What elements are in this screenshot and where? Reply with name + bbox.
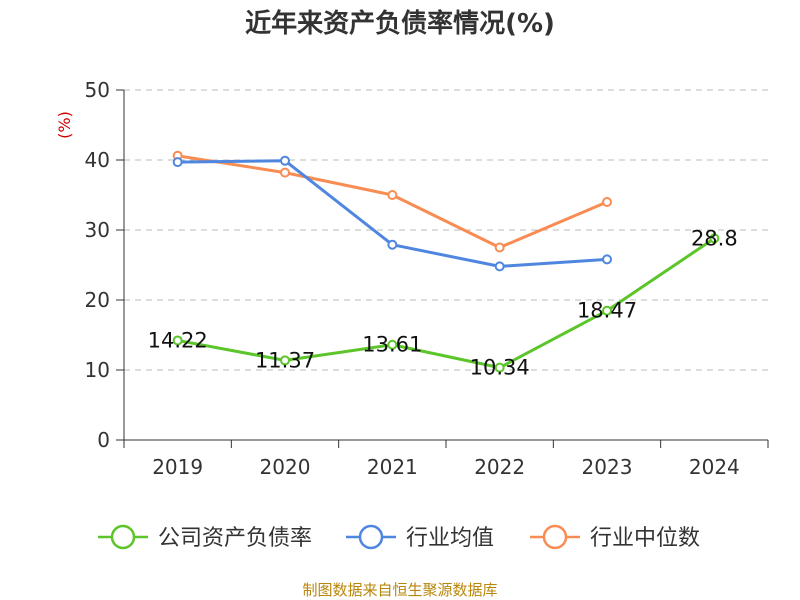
data-label: 11.37 bbox=[255, 348, 315, 372]
data-label: 14.22 bbox=[148, 328, 208, 352]
legend-marker bbox=[358, 524, 384, 550]
data-point[interactable] bbox=[602, 305, 612, 316]
data-point[interactable] bbox=[387, 190, 398, 200]
data-point[interactable] bbox=[602, 254, 612, 265]
series-line-0 bbox=[177, 237, 716, 370]
x-tick-label: 2020 bbox=[260, 455, 311, 479]
x-tick-label: 2021 bbox=[367, 455, 418, 479]
y-tick-label: 50 bbox=[85, 78, 110, 102]
data-point[interactable] bbox=[172, 335, 183, 346]
data-point[interactable] bbox=[494, 362, 505, 373]
legend-item-0[interactable]: 公司资产负债率 bbox=[98, 524, 312, 551]
legend-marker bbox=[542, 524, 568, 550]
legend-marker bbox=[110, 524, 136, 550]
legend[interactable]: 公司资产负债率 行业均值 行业中位数 bbox=[98, 524, 700, 551]
data-point[interactable] bbox=[387, 339, 398, 350]
legend-item-1[interactable]: 行业均值 bbox=[346, 524, 494, 551]
y-axis-unit: (%) bbox=[55, 111, 74, 139]
data-point[interactable] bbox=[387, 239, 398, 250]
data-label: 10.34 bbox=[470, 356, 530, 380]
data-point[interactable] bbox=[602, 197, 612, 207]
data-label: 18.47 bbox=[577, 299, 637, 323]
y-tick-label: 30 bbox=[85, 218, 110, 242]
y-tick-label: 10 bbox=[85, 358, 110, 382]
data-labels: 14.22 11.37 13.61 10.34 18.47 28.8 bbox=[148, 226, 738, 379]
y-tick-label: 20 bbox=[85, 288, 110, 312]
series-line-1 bbox=[177, 159, 608, 268]
data-point[interactable] bbox=[494, 261, 505, 272]
data-label: 28.8 bbox=[691, 226, 738, 250]
legend-item-2[interactable]: 行业中位数 bbox=[530, 524, 700, 551]
x-tick-label: 2023 bbox=[582, 455, 633, 479]
grid-lines bbox=[124, 89, 768, 371]
legend-label: 公司资产负债率 bbox=[158, 526, 312, 551]
data-point[interactable] bbox=[280, 155, 290, 166]
data-point[interactable] bbox=[280, 167, 290, 178]
y-tick-label: 40 bbox=[85, 148, 110, 172]
axes: 0 10 20 30 40 50 2019 2020 2021 2022 2023 2024 bbox=[85, 78, 769, 479]
x-tick-label: 2024 bbox=[689, 455, 740, 479]
y-tick-label: 0 bbox=[97, 428, 110, 452]
series-group bbox=[172, 150, 720, 373]
data-label: 13.61 bbox=[362, 333, 422, 357]
source-note: 制图数据来自恒生聚源数据库 bbox=[302, 581, 497, 599]
chart-title: 近年来资产负债率情况(%) bbox=[245, 8, 555, 39]
data-point[interactable] bbox=[280, 355, 290, 366]
x-tick-label: 2022 bbox=[474, 455, 525, 479]
legend-label: 行业均值 bbox=[406, 526, 494, 551]
data-point[interactable] bbox=[172, 157, 183, 168]
data-point[interactable] bbox=[709, 233, 720, 244]
legend-label: 行业中位数 bbox=[590, 526, 700, 551]
x-tick-label: 2019 bbox=[152, 455, 203, 479]
data-point[interactable] bbox=[494, 242, 505, 253]
series-line-2 bbox=[177, 154, 608, 249]
